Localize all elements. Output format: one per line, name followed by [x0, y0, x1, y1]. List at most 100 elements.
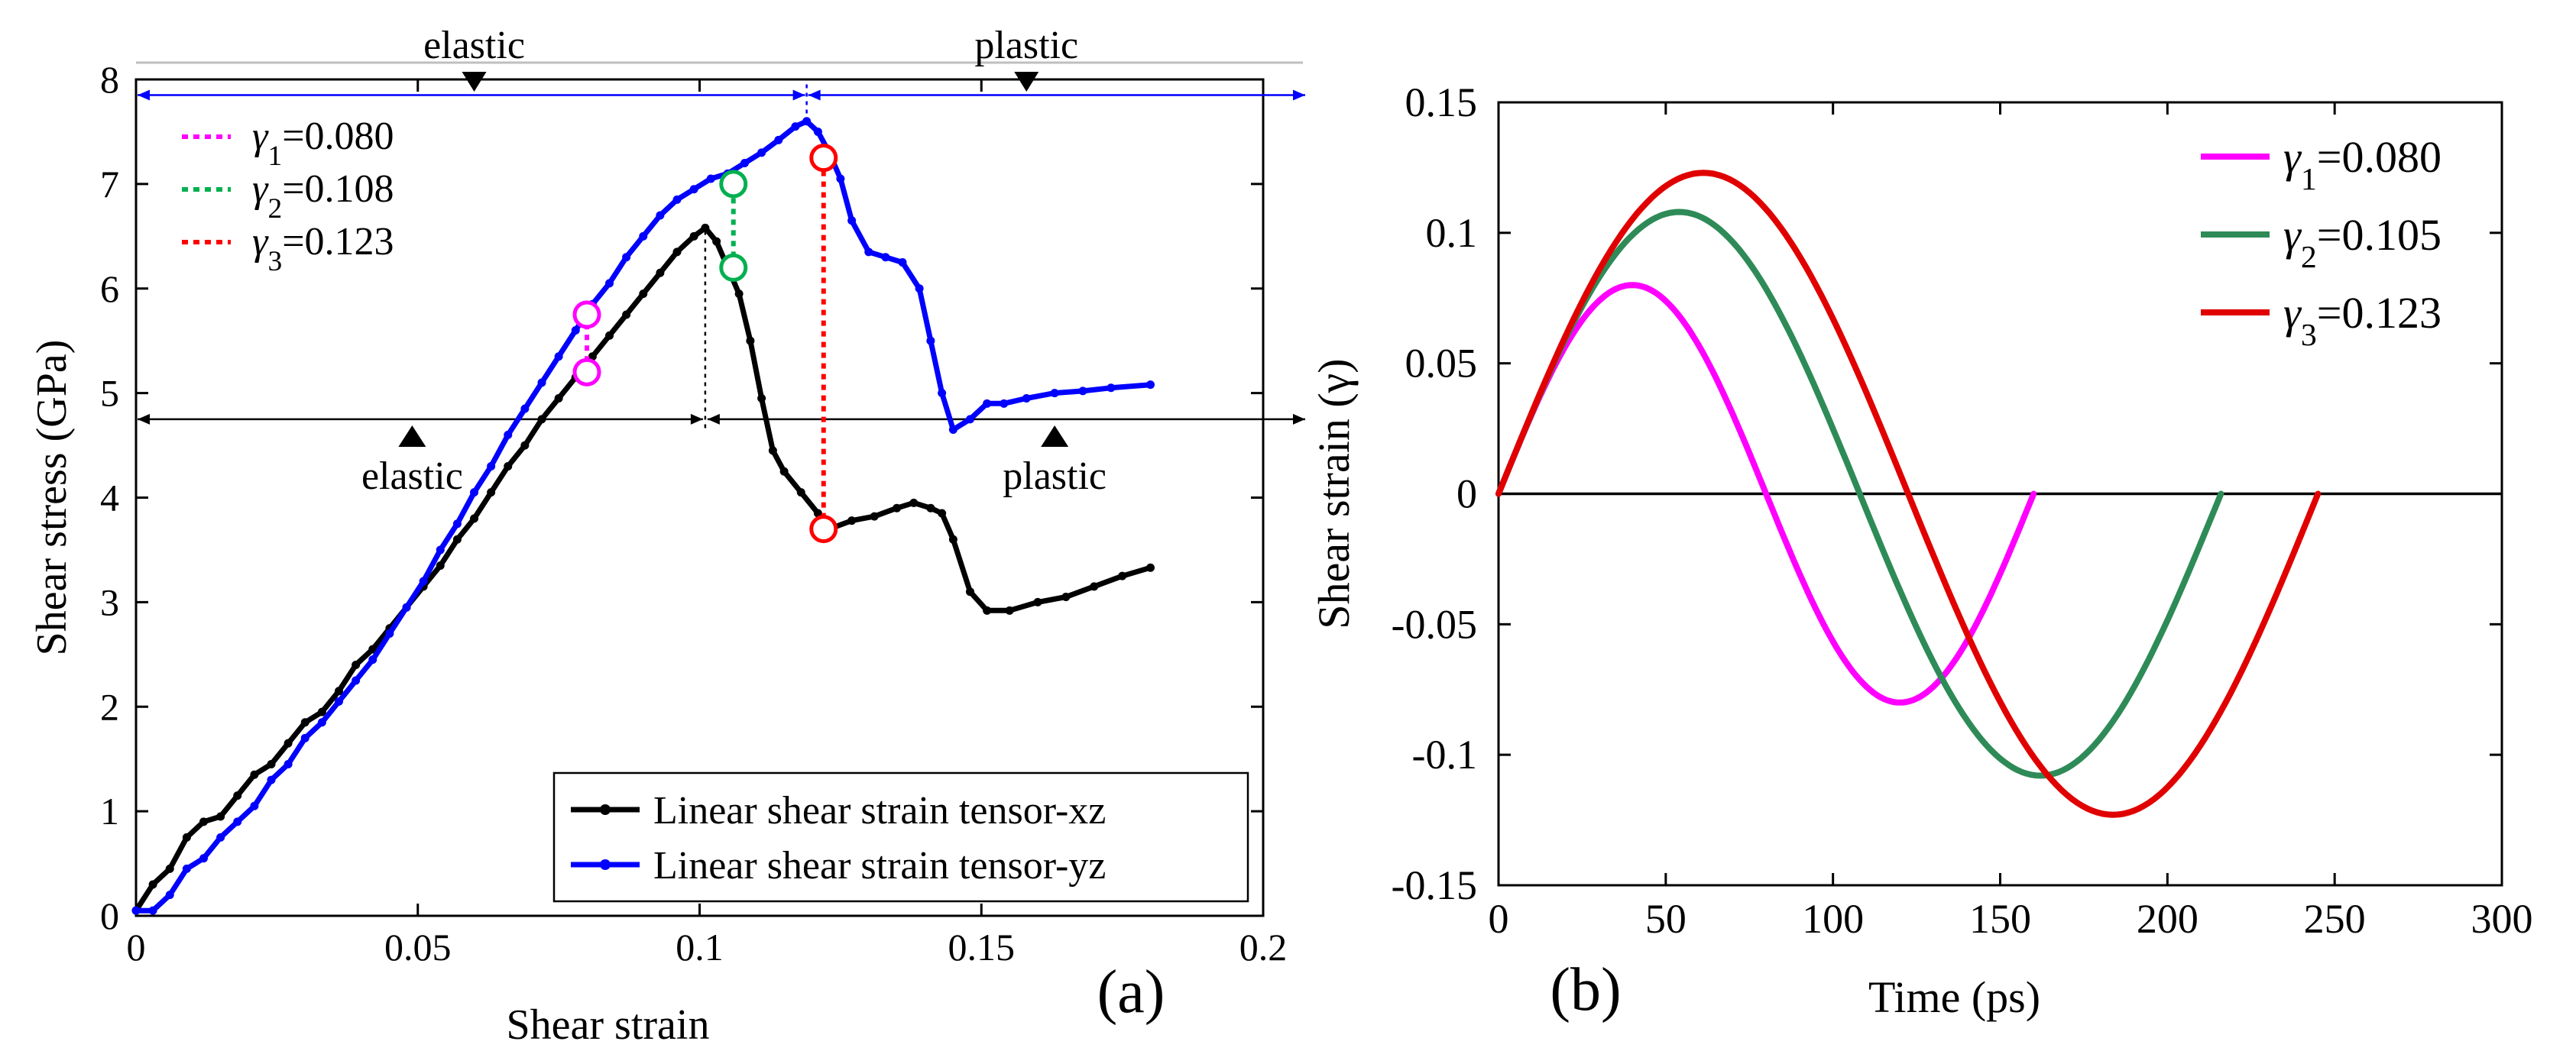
y-tick-label: 8: [100, 58, 119, 101]
legend-label-gamma1-symbol: γ: [2283, 132, 2302, 182]
series-point-xz: [182, 833, 191, 842]
series-point-xz: [199, 817, 208, 826]
series-point-xz: [701, 223, 710, 232]
series-point-yz: [966, 415, 974, 424]
series-point-yz: [352, 676, 361, 685]
series-point-yz: [706, 174, 715, 183]
series-point-yz: [402, 603, 411, 612]
gamma2-circle-high: [719, 170, 748, 199]
series-point-yz: [487, 461, 496, 471]
gamma2-key-label-symbol: γ: [252, 167, 269, 211]
y-tick-label: 7: [100, 163, 119, 205]
series-point-xz: [284, 739, 293, 748]
y-tick-label: 2: [100, 685, 119, 728]
series-point-yz: [148, 906, 157, 915]
x-tick-label-b: 50: [1645, 896, 1687, 942]
series-point-xz: [672, 247, 682, 257]
series-point-xz: [779, 467, 789, 476]
series-point-yz: [757, 148, 766, 157]
gamma1-key-label-value: =0.080: [282, 115, 394, 158]
legend-label-yz: Linear shear strain tensor-yz: [653, 844, 1106, 888]
series-point-yz: [470, 488, 478, 497]
x-tick-label: 0.2: [1239, 926, 1288, 969]
series-point-yz: [983, 399, 992, 408]
y-tick-label-b: 0.05: [1405, 341, 1478, 386]
series-point-xz: [656, 268, 665, 277]
legend-label-xz: Linear shear strain tensor-xz: [653, 789, 1106, 833]
series-point-yz: [622, 253, 631, 262]
legend-label-gamma2-symbol: γ: [2283, 210, 2302, 260]
series-point-xz: [504, 461, 513, 471]
series-point-yz: [537, 378, 546, 387]
legend-label-gamma1-value: =0.080: [2317, 132, 2442, 182]
series-point-xz: [926, 503, 935, 513]
series-point-yz: [605, 279, 614, 288]
series-point-yz: [436, 545, 445, 555]
y-tick-label-b: 0.15: [1405, 79, 1478, 125]
x-tick-label-b: 0: [1489, 896, 1509, 942]
series-point-xz: [452, 535, 462, 544]
gamma3-curve: [1495, 170, 2322, 818]
x-axis-label: Shear strain: [507, 1001, 710, 1049]
series-point-yz: [233, 817, 242, 826]
series-point-xz: [768, 446, 777, 455]
top-elastic-triangle: [462, 72, 487, 92]
series-point-yz: [672, 195, 682, 204]
series-point-yz: [926, 336, 935, 345]
legend-label-gamma3: γ3=0.123: [2283, 288, 2442, 353]
series-point-xz: [938, 509, 947, 518]
series-point-yz: [836, 174, 845, 183]
legend-label-gamma3-value: =0.123: [2317, 288, 2442, 338]
y-tick-label-b: -0.05: [1392, 601, 1477, 647]
series-point-xz: [712, 237, 721, 246]
gamma3-circle-low: [809, 515, 838, 544]
series-point-xz: [1118, 571, 1127, 580]
series-point-yz: [791, 122, 800, 131]
y-tick-label: 5: [100, 372, 119, 415]
series-point-yz: [182, 864, 191, 873]
y-tick-label: 1: [100, 790, 119, 833]
plastic-arrow-black-head-left: [707, 413, 720, 425]
series-point-yz: [216, 833, 225, 842]
series-point-xz: [335, 687, 343, 696]
top-plastic-triangle: [1014, 72, 1039, 92]
plastic-arrow-blue-head-left: [808, 89, 821, 101]
x-tick-label-b: 200: [2137, 896, 2199, 942]
series-point-xz: [233, 791, 242, 800]
series-point-yz: [284, 760, 293, 769]
plastic-arrow-black-head-right: [1293, 413, 1305, 425]
gamma2-key-label: γ2=0.108: [252, 167, 394, 225]
series-point-xz: [554, 393, 563, 403]
x-tick-label: 0.1: [676, 926, 724, 969]
series-point-yz: [385, 629, 394, 638]
plastic-arrow-blue-head-right: [1293, 89, 1305, 101]
panel-label-a: (a): [1097, 959, 1165, 1026]
gamma1-circle-low: [572, 357, 601, 386]
series-point-yz: [813, 127, 822, 136]
y-tick-label-b: 0: [1456, 471, 1477, 517]
series-point-xz: [622, 310, 631, 319]
legend-label-gamma3-symbol: γ: [2283, 288, 2302, 338]
elastic-arrow-black-head-right: [690, 413, 703, 425]
legend-marker-xz: [600, 804, 611, 815]
y-tick-label-b: -0.1: [1412, 732, 1477, 778]
series-point-xz: [165, 864, 174, 873]
gamma3-key-label-value: =0.123: [282, 220, 394, 264]
series-point-yz: [165, 891, 174, 900]
series-point-xz: [537, 415, 546, 424]
bottom-plastic-triangle: [1041, 425, 1069, 447]
series-point-yz: [368, 655, 377, 665]
series-point-xz: [757, 393, 766, 403]
top-elastic-label: elastic: [423, 24, 525, 67]
series-point-yz: [639, 231, 648, 241]
series-point-xz: [847, 516, 857, 526]
series-point-xz: [436, 561, 445, 570]
series-point-yz: [199, 854, 208, 863]
x-tick-label: 0: [127, 926, 146, 969]
series-point-xz: [605, 331, 614, 340]
series-point-xz: [520, 441, 530, 450]
series-point-yz: [1050, 389, 1059, 398]
legend-label-gamma1-subscript: 1: [2301, 162, 2317, 197]
bottom-plastic-label: plastic: [1003, 454, 1107, 498]
legend-label-gamma2-subscript: 2: [2301, 240, 2317, 275]
